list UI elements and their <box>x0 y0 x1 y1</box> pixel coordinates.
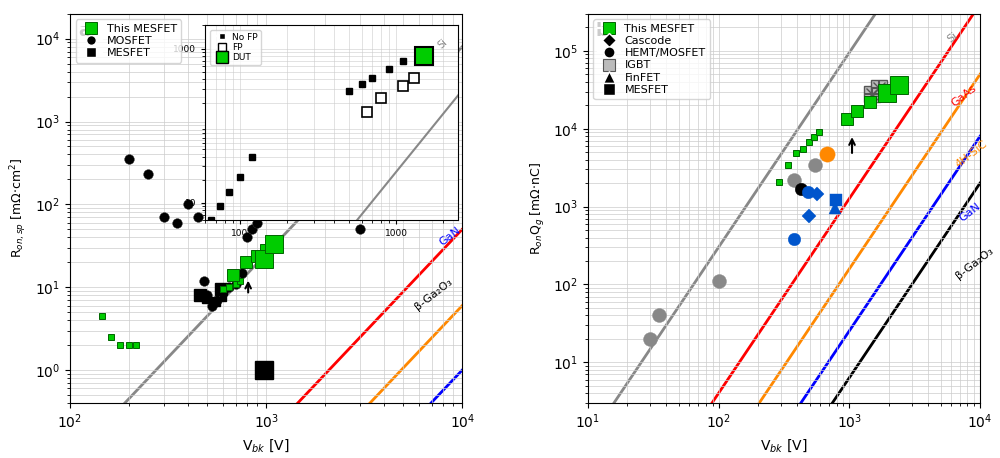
Legend: This MESFET, MOSFET, MESFET: This MESFET, MOSFET, MESFET <box>76 19 181 63</box>
Text: GaN: GaN <box>437 225 462 248</box>
Text: Si: Si <box>945 31 959 45</box>
Text: β-Ga₂O₃: β-Ga₂O₃ <box>954 246 995 281</box>
Text: 4H-SiC: 4H-SiC <box>954 138 989 169</box>
Legend: This MESFET, Cascode, HEMT/MOSFET, IGBT, FinFET, MESFET: This MESFET, Cascode, HEMT/MOSFET, IGBT,… <box>593 19 710 99</box>
X-axis label: V$_{bk}$ [V]: V$_{bk}$ [V] <box>760 437 808 454</box>
Text: β-Ga₂O₃: β-Ga₂O₃ <box>413 277 454 312</box>
Text: GaAs: GaAs <box>949 83 978 109</box>
Text: GaAs: GaAs <box>413 100 441 125</box>
Text: a: a <box>78 22 90 39</box>
Text: GaN: GaN <box>958 202 982 224</box>
Text: b: b <box>596 22 608 39</box>
Text: Si: Si <box>405 33 419 47</box>
Text: 4H-SiC: 4H-SiC <box>426 161 461 192</box>
X-axis label: V$_{bk}$ [V]: V$_{bk}$ [V] <box>242 437 290 454</box>
Y-axis label: R$_{on}$Q$_g$ [m$\Omega$$\cdot$nC]: R$_{on}$Q$_g$ [m$\Omega$$\cdot$nC] <box>529 162 547 255</box>
Y-axis label: R$_{on,sp}$ [m$\Omega$$\cdot$cm$^2$]: R$_{on,sp}$ [m$\Omega$$\cdot$cm$^2$] <box>9 158 29 258</box>
